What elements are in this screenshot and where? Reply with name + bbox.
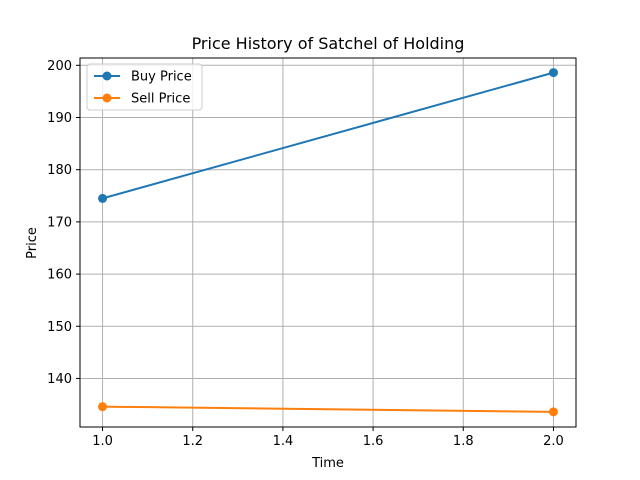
x-tick-label: 1.2 — [182, 434, 203, 449]
legend-buy-price-label: Buy Price — [131, 70, 192, 85]
x-tick-label: 1.0 — [92, 434, 113, 449]
sell-price-point — [548, 407, 558, 417]
y-tick-label: 170 — [47, 215, 72, 230]
sell-price-point — [98, 402, 108, 412]
legend-sell-price-marker — [102, 93, 112, 103]
legend-sell-price-label: Sell Price — [131, 92, 190, 107]
x-tick-label: 1.4 — [273, 434, 294, 449]
x-axis-ticks: 1.0 1.2 1.4 1.6 1.8 2.0 — [92, 427, 564, 449]
legend: Buy Price Sell Price — [86, 63, 203, 111]
sell-price-line — [102, 405, 554, 413]
x-tick-label: 1.8 — [453, 434, 474, 449]
y-tick-label: 140 — [47, 372, 72, 387]
y-tick-label: 200 — [47, 59, 72, 74]
x-axis-label: Time — [311, 456, 344, 471]
series-layer — [98, 68, 558, 417]
y-tick-label: 160 — [47, 268, 72, 283]
y-axis-ticks: 140 150 160 170 180 190 200 — [47, 59, 80, 387]
y-tick-label: 180 — [47, 163, 72, 178]
y-tick-label: 150 — [47, 320, 72, 335]
chart-title: Price History of Satchel of Holding — [192, 34, 465, 53]
grid — [80, 58, 576, 427]
plot-frame — [79, 57, 577, 428]
y-axis-label: Price — [25, 227, 40, 259]
buy-price-point — [548, 68, 558, 78]
legend-buy-price-marker — [102, 71, 112, 81]
y-tick-label: 190 — [47, 111, 72, 126]
x-tick-label: 2.0 — [543, 434, 564, 449]
buy-price-point — [98, 193, 108, 203]
buy-price-line — [102, 71, 554, 200]
legend-entries: Buy Price Sell Price — [94, 70, 192, 107]
x-tick-label: 1.6 — [363, 434, 384, 449]
